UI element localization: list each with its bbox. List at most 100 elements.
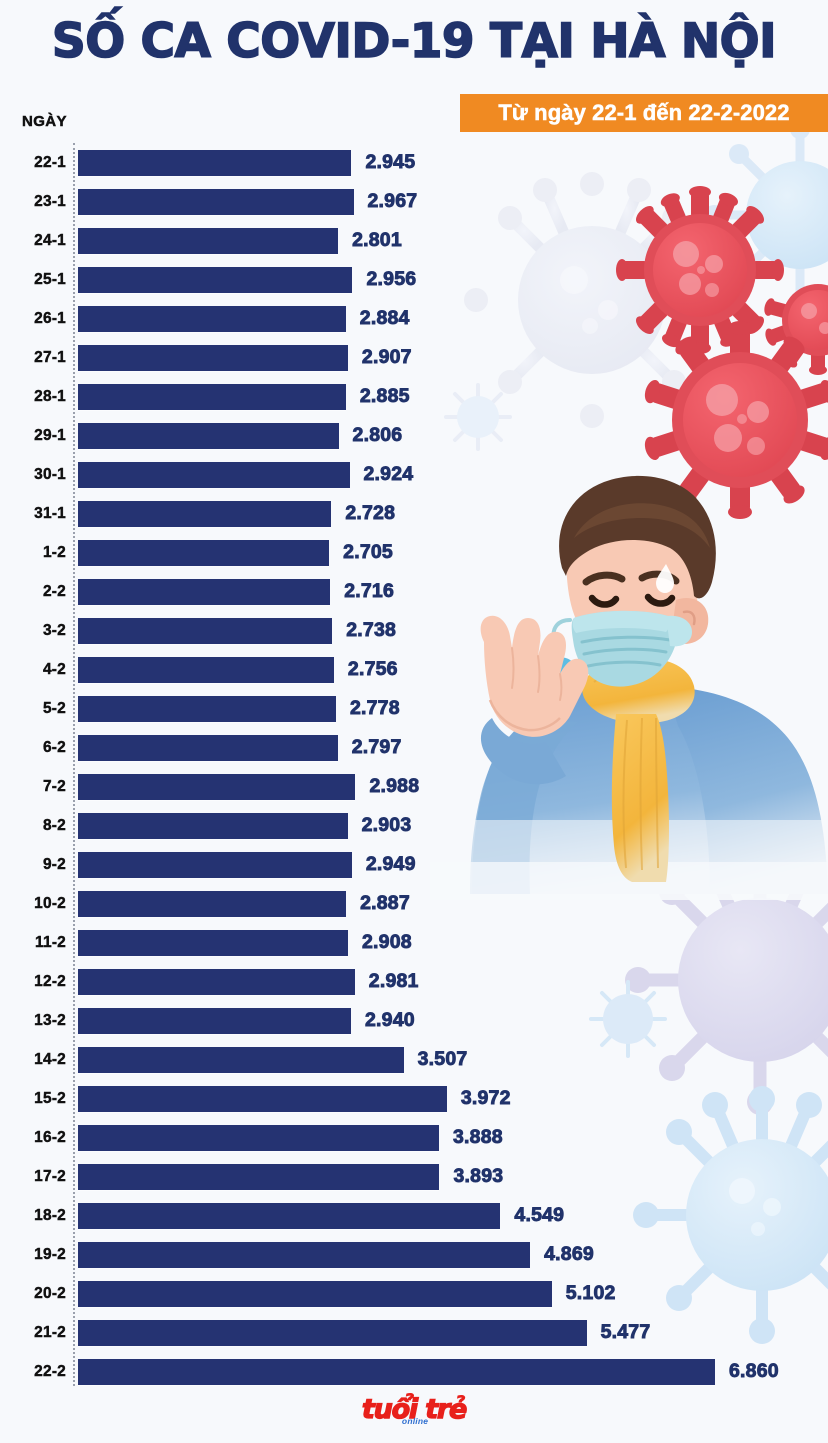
bar-value-label: 3.888: [453, 1126, 504, 1149]
bar: [78, 773, 356, 800]
bar-value-label: 2.908: [362, 931, 413, 954]
bar-row-date-label: 27-1: [34, 349, 66, 366]
bar-row: 6-2 2.797: [0, 728, 828, 767]
bar-row: 16-2 3.888: [0, 1118, 828, 1157]
bar-value-label: 5.477: [600, 1321, 651, 1344]
bar-row-date-label: 22-1: [34, 154, 66, 171]
bar-row-date-label: 23-1: [34, 193, 66, 210]
bar: [78, 578, 331, 605]
bar-value-label: 2.907: [361, 346, 412, 369]
bar-row: 8-2 2.903: [0, 806, 828, 845]
bar-row-date-label: 11-2: [35, 934, 66, 951]
bar-value-label: 2.924: [363, 463, 414, 486]
bar-row-date-label: 2-2: [42, 583, 66, 600]
bar: [78, 149, 352, 176]
bar-row: 9-2 2.949: [0, 845, 828, 884]
bar-row-date-label: 31-1: [34, 505, 66, 522]
bar-row: 17-2 3.893: [0, 1157, 828, 1196]
bar: [78, 656, 334, 683]
bar: [78, 812, 348, 839]
bar-row-date-label: 24-1: [34, 232, 66, 249]
bar-row-date-label: 5-2: [42, 700, 66, 717]
bar-row: 28-1 2.885: [0, 377, 828, 416]
bar-value-label: 5.102: [565, 1282, 616, 1305]
bar: [78, 539, 330, 566]
page-title: SỐ CA COVID-19 TẠI HÀ NỘI: [51, 14, 777, 69]
bar-row-date-label: 28-1: [34, 388, 66, 405]
bar-row: 10-2 2.887: [0, 884, 828, 923]
date-range-badge: Từ ngày 22-1 đến 22-2-2022: [460, 94, 828, 132]
bar: [78, 266, 353, 293]
bar-row-date-label: 6-2: [42, 739, 66, 756]
bar-value-label: 2.967: [367, 190, 418, 213]
bar-value-label: 2.801: [352, 229, 403, 252]
bar-value-label: 2.716: [344, 580, 395, 603]
bar-value-label: 4.869: [544, 1243, 595, 1266]
bar-row-date-label: 29-1: [34, 427, 66, 444]
bar: [78, 1280, 552, 1307]
bar-row: 22-2 6.860: [0, 1352, 828, 1391]
bar-row: 25-1 2.956: [0, 260, 828, 299]
bar-value-label: 2.903: [361, 814, 412, 837]
bar-row-date-label: 10-2: [34, 895, 66, 912]
footer-logo: tuổi trẻ online: [0, 1395, 828, 1426]
bar: [78, 1241, 531, 1268]
bar: [78, 1319, 587, 1346]
bar-value-label: 2.956: [366, 268, 417, 291]
logo-sub-text: online: [401, 1415, 429, 1426]
bar-row-date-label: 15-2: [34, 1090, 66, 1107]
bar-row: 2-2 2.716: [0, 572, 828, 611]
bar-value-label: 2.988: [369, 775, 420, 798]
bar: [78, 1358, 715, 1385]
bar-row-date-label: 22-2: [34, 1363, 66, 1380]
bar-value-label: 6.860: [729, 1360, 780, 1383]
bar-value-label: 2.756: [347, 658, 398, 681]
bar-value-label: 2.887: [360, 892, 411, 915]
bar: [78, 617, 333, 644]
bar: [78, 968, 355, 995]
bar-row: 15-2 3.972: [0, 1079, 828, 1118]
bar-row: 21-2 5.477: [0, 1313, 828, 1352]
bar-value-label: 2.806: [352, 424, 403, 447]
bar-value-label: 3.972: [460, 1087, 511, 1110]
bar-row-date-label: 14-2: [34, 1051, 66, 1068]
bar-row-date-label: 21-2: [34, 1324, 66, 1341]
bar-row-date-label: 20-2: [34, 1285, 66, 1302]
bar: [78, 1163, 440, 1190]
bar-row-date-label: 17-2: [34, 1168, 66, 1185]
bar: [78, 695, 336, 722]
bar-row: 13-2 2.940: [0, 1001, 828, 1040]
bar-row-date-label: 30-1: [34, 466, 66, 483]
bar-row: 26-1 2.884: [0, 299, 828, 338]
bar-row-date-label: 7-2: [42, 778, 66, 795]
bar-value-label: 2.728: [345, 502, 396, 525]
bar: [78, 383, 346, 410]
bar-row-date-label: 13-2: [34, 1012, 66, 1029]
bar-chart: 22-1 2.945 23-1 2.967 24-1 2.801 25-1 2.956 26-1…: [0, 143, 828, 1388]
bar-row-date-label: 1-2: [42, 544, 66, 561]
bar-row-date-label: 9-2: [42, 856, 66, 873]
bar: [78, 1046, 404, 1073]
bar-row: 1-2 2.705: [0, 533, 828, 572]
bar-row-date-label: 4-2: [42, 661, 66, 678]
bar-value-label: 2.949: [365, 853, 416, 876]
bar-row: 30-1 2.924: [0, 455, 828, 494]
bar-row-date-label: 12-2: [34, 973, 66, 990]
bar-row-date-label: 26-1: [34, 310, 66, 327]
bar-value-label: 2.738: [346, 619, 397, 642]
bar-row: 11-2 2.908: [0, 923, 828, 962]
bar: [78, 1202, 501, 1229]
bar-value-label: 2.884: [359, 307, 410, 330]
bar: [78, 1124, 440, 1151]
bar-row: 12-2 2.981: [0, 962, 828, 1001]
bar: [78, 344, 348, 371]
tuoitre-logo: tuổi trẻ online: [361, 1395, 468, 1426]
bar-row: 5-2 2.778: [0, 689, 828, 728]
bar-value-label: 2.778: [349, 697, 401, 720]
bar: [78, 500, 332, 527]
bar: [78, 929, 349, 956]
bar: [78, 461, 350, 488]
bar-row: 20-2 5.102: [0, 1274, 828, 1313]
bar-row: 29-1 2.806: [0, 416, 828, 455]
